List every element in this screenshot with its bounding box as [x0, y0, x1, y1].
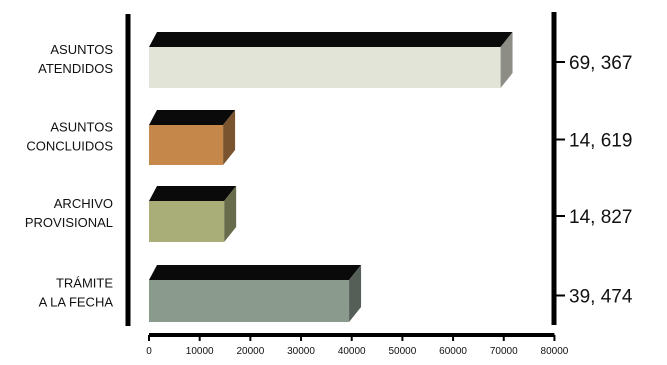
bar-4	[149, 265, 362, 322]
value-label-1: 69, 367	[569, 53, 632, 74]
bar-side-face-4	[349, 265, 362, 322]
x-tick-label: 10000	[186, 346, 214, 357]
x-tick-label: 0	[146, 346, 152, 357]
x-tick-label: 60000	[439, 346, 467, 357]
bar-top-face-3	[149, 186, 237, 201]
category-label-3: ARCHIVO PROVISIONAL	[25, 196, 113, 230]
category-label-1: ASUNTOS ATENDIDOS	[38, 42, 113, 76]
labels-layer: ASUNTOS ATENDIDOS 69, 367 ASUNTOS CONCLUIDOS…	[25, 42, 633, 357]
axes-layer	[125, 12, 565, 341]
category-label-line: ATENDIDOS	[38, 61, 113, 76]
category-label-4: TRÁMITE A LA FECHA	[39, 276, 114, 310]
bar-front-face-1	[149, 47, 501, 88]
bar-side-face-3	[224, 186, 237, 242]
value-label-2: 14, 619	[569, 131, 632, 152]
value-label-4: 39, 474	[569, 287, 633, 308]
bar-3	[149, 186, 237, 242]
x-tick-label: 50000	[388, 346, 416, 357]
bar-top-face-2	[149, 110, 236, 125]
bar-top-face-4	[149, 265, 362, 280]
category-label-line: CONCLUIDOS	[26, 139, 113, 154]
bar-front-face-2	[149, 125, 224, 165]
x-tick-label: 70000	[490, 346, 518, 357]
bar-side-face-2	[223, 110, 236, 165]
category-label-line: A LA FECHA	[39, 295, 114, 310]
bar-top-face-1	[149, 32, 513, 47]
value-label-3: 14, 827	[569, 207, 632, 228]
x-tick-label: 30000	[287, 346, 315, 357]
bar-1	[149, 32, 513, 88]
category-label-2: ASUNTOS CONCLUIDOS	[26, 120, 113, 154]
x-tick-label: 80000	[541, 346, 569, 357]
bars-layer	[149, 32, 513, 322]
category-label-line: PROVISIONAL	[25, 215, 113, 230]
bar-side-face-1	[500, 32, 513, 88]
x-tick-label: 20000	[236, 346, 264, 357]
x-tick-label: 40000	[338, 346, 366, 357]
bar-front-face-4	[149, 280, 350, 322]
bar-2	[149, 110, 236, 165]
category-label-line: ASUNTOS	[50, 42, 113, 57]
category-label-line: ASUNTOS	[50, 120, 113, 135]
bar-front-face-3	[149, 201, 225, 242]
category-label-line: TRÁMITE	[56, 276, 113, 291]
category-label-line: ARCHIVO	[54, 196, 113, 211]
